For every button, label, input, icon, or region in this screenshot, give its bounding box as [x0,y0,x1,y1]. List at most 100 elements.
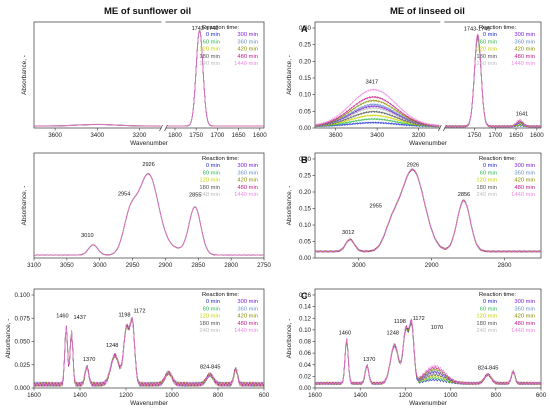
x-tick-label: 1650 [232,132,246,139]
legend-entry: 60 min [203,306,220,312]
series-group [315,317,541,386]
legend-entry: 360 min [514,170,535,176]
x-tick-label: 3000 [93,262,107,269]
peak-annotation: 824-845 [200,364,221,370]
x-tick-label: 2800 [224,262,238,269]
x-tick-label: 3600 [48,132,62,139]
peak-annotation: 1248 [387,331,399,337]
legend-entry: 180 min [199,321,220,327]
legend-entry: 300 min [237,163,258,169]
peak-annotation: 1198 [118,312,130,318]
peak-annotation: 1172 [413,316,425,322]
series-line-420-min [34,173,264,256]
x-tick-label: 3400 [370,132,384,139]
x-tick-label: 2800 [498,262,512,269]
peak-annotation: 1070 [431,325,443,331]
legend-entry: 300 min [514,299,535,305]
x-tick-label: 1750 [189,132,203,139]
y-tick-label: 0.20 [299,58,312,65]
y-tick-label: 0.25 [299,42,312,49]
x-tick-label: 2950 [126,262,140,269]
plot-frame [314,21,542,129]
series-line-240-min [34,318,264,388]
x-tick-label: 800 [491,392,502,399]
x-tick-label: 1600 [27,392,41,399]
legend-entry: 420 min [514,314,535,320]
x-tick-label: 2750 [257,262,271,269]
plot-frame [314,152,542,259]
peak-annotation: 1460 [339,331,351,337]
legend-entry: 480 min [237,185,258,191]
x-tick-label: 1200 [119,392,133,399]
legend-title: Reaction time: [479,156,516,162]
series-line-60-min [34,173,264,256]
series-line-480-min [34,317,264,388]
plot-frame [33,288,265,389]
chart-panels: 3600 3400 3200 1800 1750 1700 1650 1600 Wavenumb… [5,21,547,407]
series-group [315,168,541,253]
peak-annotation: 2955 [370,204,382,210]
y-tick-label: 0.04 [299,362,312,369]
series-line-60-min [34,317,264,388]
y-tick-label: 0.10 [299,92,312,99]
y-tick-label: 0.10 [299,222,312,229]
y-tick-label: 0.000 [15,385,31,392]
left-column-title: ME of sunflower oil [104,6,191,17]
x-axis-label: Wavenumber [409,140,448,147]
series-line-1440-min [34,317,264,388]
series-group [34,172,264,256]
legend-entry: 360 min [514,306,535,312]
y-axis-label: Absorbance, - [5,319,12,359]
legend-entry: 300 min [514,32,535,38]
x-tick-label: 3200 [412,132,426,139]
legend-entry: 360 min [237,39,258,45]
x-tick-label: 3200 [133,132,147,139]
series-line-120-min [34,173,264,256]
peak-annotation: 3010 [81,233,93,239]
legend-entry: 180 min [199,54,220,60]
x-tick-label: 3050 [60,262,74,269]
y-tick-label: 0.12 [299,315,312,322]
y-tick-label: 0.10 [299,327,312,334]
y-tick-label: 0.00 [299,255,312,262]
y-tick-label: 0.30 [299,25,312,32]
x-tick-label: 1600 [530,132,544,139]
legend-entry: 420 min [237,314,258,320]
legend-entry: 1440 min [234,328,258,334]
legend-entry: 240 min [476,328,497,334]
legend-entry: 1440 min [234,192,258,198]
peak-annotation: 1198 [394,319,406,325]
legend-entry: 360 min [514,39,535,45]
series-line-1440-min [315,88,440,127]
right-column-title: ME of linseed oil [390,6,465,17]
legend-entry: 300 min [514,163,535,169]
x-tick-label: 800 [213,392,224,399]
series-line-1440-min [34,123,161,127]
x-tick-label: 1700 [488,132,502,139]
panel-right-bot: 1600 1400 1200 1000 800 600 0.00 0.02 0.04 0.06 0.… [286,288,547,407]
peak-annotation: 1743-1740 [192,26,219,32]
legend-entry: 300 min [237,32,258,38]
panel-right-top: 3600 3400 3200 1750 1700 1650 1600 0.00 0.05 0.10… [286,21,544,147]
legend-entry: 0 min [483,32,497,38]
y-tick-label: 0.05 [299,239,312,246]
x-tick-label: 1600 [253,132,267,139]
legend-entry: 240 min [199,328,220,334]
y-tick-label: 0.15 [299,75,312,82]
legend-entry: 0 min [206,299,220,305]
legend-entry: 1440 min [511,61,535,67]
series-line-480-min [34,173,264,256]
plot-frame [33,152,265,259]
plot-frame [314,288,542,389]
peak-annotation: 1370 [83,357,95,363]
y-tick-label: 0.14 [299,304,312,311]
plot-frame [33,21,265,129]
legend-entry: 240 min [476,61,497,67]
peak-annotation: 824-845 [478,366,499,372]
y-tick-label: 0.025 [15,362,31,369]
peak-annotation: 1248 [106,343,118,349]
legend-entry: 60 min [480,39,497,45]
